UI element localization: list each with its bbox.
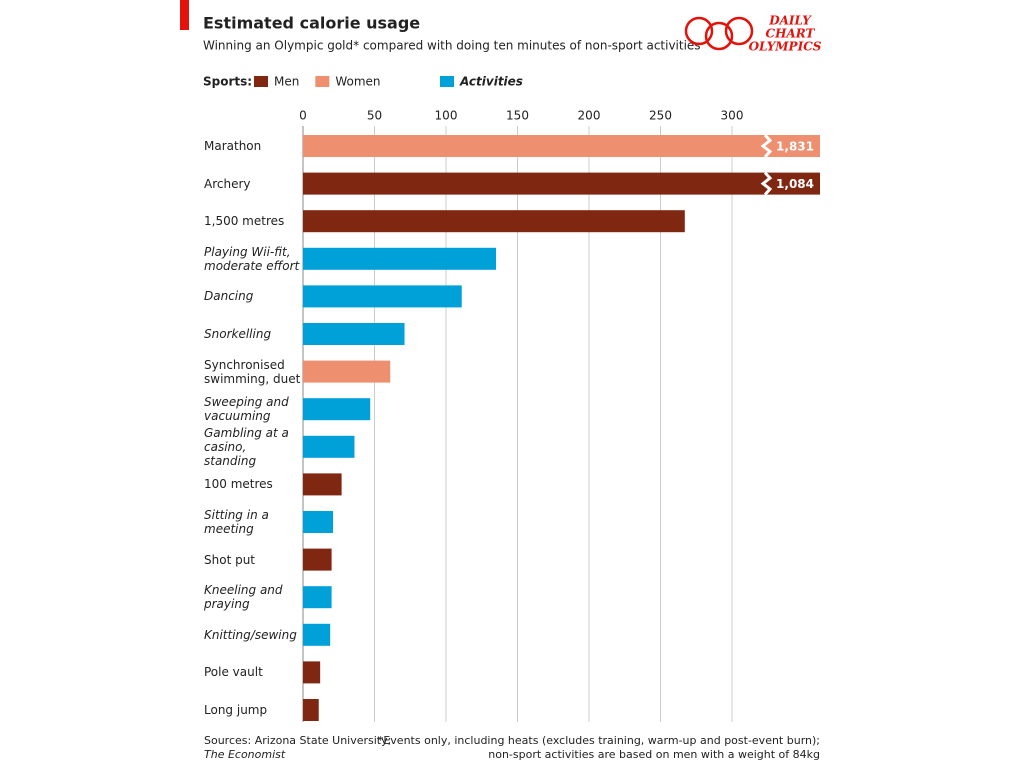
category-label: Snorkelling [204, 327, 272, 341]
x-tick-label: 50 [367, 109, 382, 123]
bar [303, 661, 321, 684]
title-marker [180, 0, 189, 30]
legend-label: Men [274, 75, 299, 89]
x-tick-label: 100 [435, 109, 458, 123]
bar [303, 699, 319, 721]
category-label: Synchronised swimming, duet [204, 357, 301, 386]
category-label: Archery [204, 176, 251, 191]
bar [303, 398, 371, 421]
chart-title: Estimated calorie usage [203, 14, 420, 33]
bar [303, 548, 332, 571]
legend-label: Activities [459, 75, 523, 89]
category-label: Gambling at a casino, standing [204, 425, 289, 468]
bar [303, 473, 342, 496]
bar [303, 360, 391, 383]
logo-rings [684, 16, 754, 51]
logo-text: DAILY [768, 14, 812, 28]
category-label: 1,500 metres [204, 214, 285, 229]
logo-text: OLYMPICS [749, 40, 822, 54]
category-label: Playing Wii-fit, moderate effort [204, 244, 300, 273]
category-label: Pole vault [204, 665, 263, 680]
legend-swatch [315, 76, 330, 87]
legend-title: Sports: [203, 75, 252, 89]
legend-swatch [440, 76, 454, 87]
bar [303, 586, 332, 609]
logo-text: CHART [766, 27, 816, 41]
x-tick-label: 150 [506, 109, 529, 123]
bar [303, 435, 355, 458]
category-label: Knitting/sewing [204, 627, 297, 642]
bar [303, 323, 405, 345]
category-label: Dancing [204, 289, 254, 304]
category-label: 100 metres [204, 477, 273, 492]
bar [303, 210, 685, 233]
bar [303, 135, 820, 157]
sources: Sources: Arizona State University; [204, 734, 391, 747]
bar [303, 172, 820, 195]
axis-break [760, 171, 773, 196]
category-label: Long jump [204, 703, 268, 717]
category-label: Marathon [204, 139, 262, 153]
footnote: *Events only, including heats (excludes … [378, 734, 820, 747]
x-tick-label: 0 [299, 109, 307, 123]
x-tick-label: 300 [721, 109, 744, 123]
chart-subtitle: Winning an Olympic gold* compared with d… [203, 39, 701, 53]
value-label: 1,831 [776, 140, 814, 154]
x-tick-label: 250 [649, 109, 672, 123]
category-label: Shot put [204, 552, 256, 567]
bar [303, 623, 331, 646]
bar [303, 247, 497, 270]
x-tick-label: 200 [578, 109, 601, 123]
legend-swatch [254, 76, 268, 87]
value-label: 1,084 [776, 177, 814, 191]
category-label: Sitting in a meeting [204, 508, 269, 536]
sources: The Economist [204, 748, 286, 761]
category-label: Kneeling and praying [204, 583, 283, 612]
bar [303, 511, 334, 533]
legend-label: Women [335, 75, 380, 89]
category-label: Sweeping and vacuuming [204, 395, 289, 424]
bar [303, 285, 462, 308]
axis-break [760, 133, 773, 159]
footnote: non-sport activities are based on men wi… [488, 748, 820, 761]
